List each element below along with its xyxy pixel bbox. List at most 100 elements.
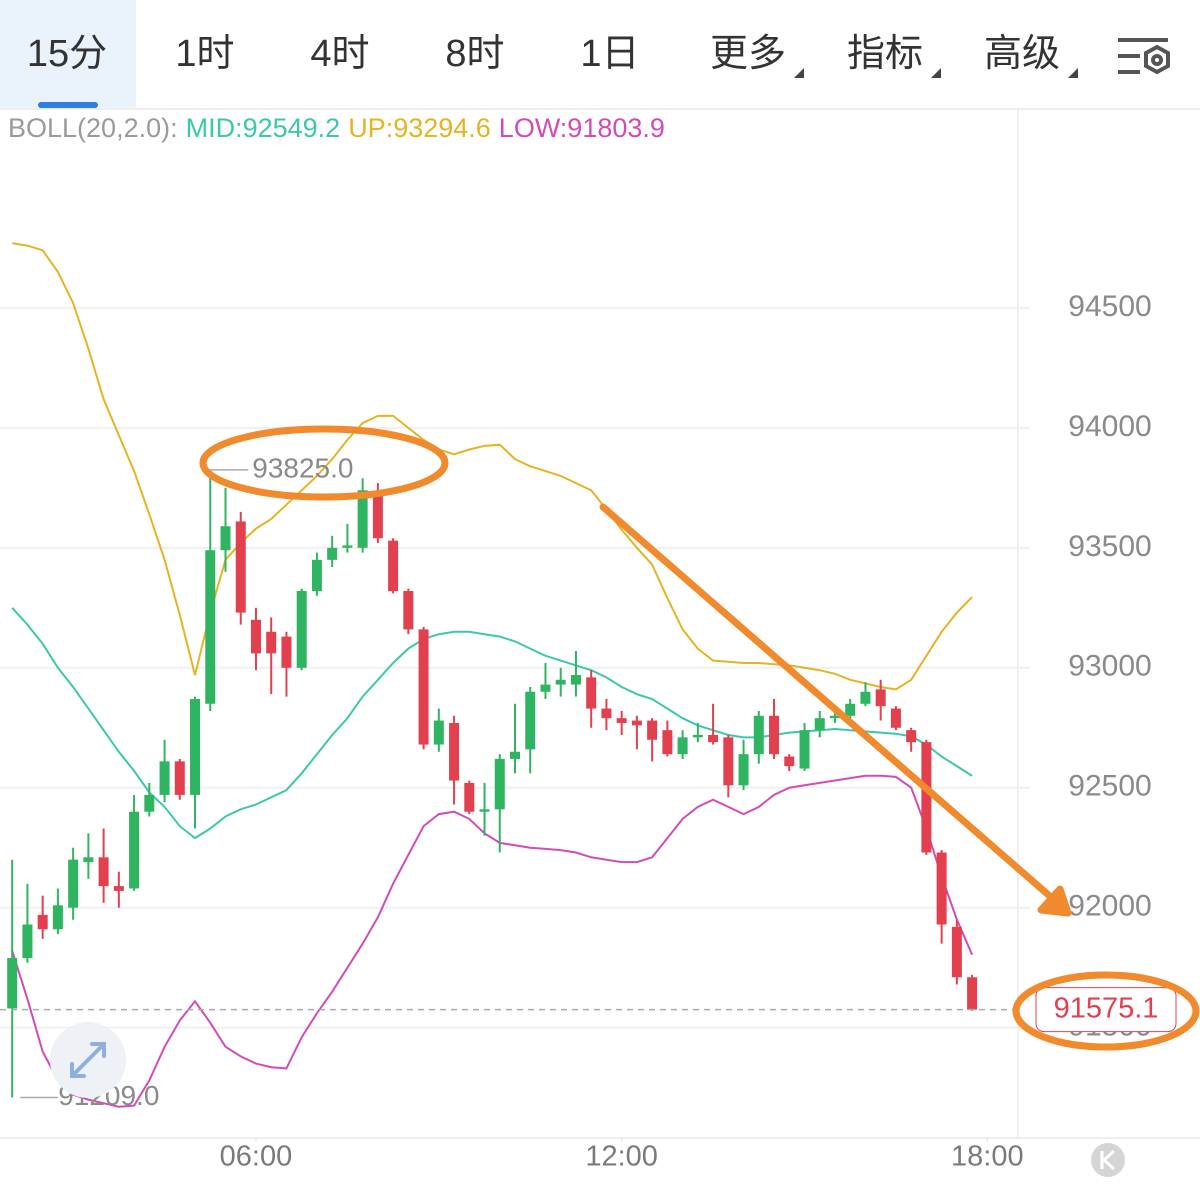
legend-entry: LOW:91803.9 xyxy=(499,113,665,143)
tab-indicator xyxy=(38,102,98,108)
candle-body xyxy=(906,730,917,743)
tab[interactable]: 4时 xyxy=(310,33,369,75)
tab-dropdown-mark xyxy=(1068,68,1078,78)
tab-bar: 15分 1时 4时 8时 1日 更多 指标 高级 xyxy=(27,33,1078,78)
candle-body xyxy=(601,708,612,719)
candle-body xyxy=(525,691,536,750)
tab[interactable]: 8时 xyxy=(445,33,504,75)
candle-body xyxy=(631,720,642,726)
candle-body xyxy=(723,737,734,786)
highlight-ellipse xyxy=(1012,971,1200,1051)
y-tick-label: 93500 xyxy=(1068,530,1151,563)
candle-body xyxy=(494,758,505,810)
candle-body xyxy=(616,718,627,723)
candle-body xyxy=(144,794,155,812)
candle-body xyxy=(875,689,886,707)
trend-arrow xyxy=(599,503,1056,902)
candle-body xyxy=(220,526,231,551)
candle-body xyxy=(52,905,63,930)
candle-body xyxy=(951,926,962,978)
boll-line xyxy=(12,242,973,691)
trend-arrow-head xyxy=(1037,885,1072,917)
candle-body xyxy=(967,977,978,1010)
y-tick-label: 92000 xyxy=(1068,890,1151,923)
candle-body xyxy=(113,886,124,891)
candle-body xyxy=(174,761,185,795)
tab[interactable]: 更多 xyxy=(710,33,786,75)
tab[interactable]: 15分 xyxy=(27,33,107,75)
candle-body xyxy=(784,756,795,767)
y-tick-label: 93000 xyxy=(1068,650,1151,683)
candle-body xyxy=(205,550,216,704)
y-tick-label: 92500 xyxy=(1068,770,1151,803)
candle-body xyxy=(677,737,688,755)
candle-body xyxy=(327,547,338,560)
tab-dropdown-mark xyxy=(794,68,804,78)
candle-body xyxy=(22,924,33,959)
candle-body xyxy=(921,742,932,853)
candle-body xyxy=(372,492,383,539)
boll-line xyxy=(11,774,974,1108)
tab[interactable]: 1时 xyxy=(175,33,234,75)
x-tick-label: 12:00 xyxy=(585,1141,658,1173)
candle-body xyxy=(37,914,48,930)
candle-body xyxy=(936,852,947,925)
plot-area: 9150092000925009300093500940009450006:00… xyxy=(0,110,1200,1173)
candle-body xyxy=(570,674,581,685)
expand-icon[interactable] xyxy=(50,1022,126,1098)
tab-dropdown-mark xyxy=(931,68,941,78)
candle-body xyxy=(662,730,673,755)
indicator-label: BOLL(20,2.0): xyxy=(8,113,178,143)
tab[interactable]: 高级 xyxy=(984,33,1060,75)
last-price-box xyxy=(1035,987,1177,1033)
annotations xyxy=(199,425,1200,1051)
candle-body xyxy=(845,703,856,716)
legend-entry: UP:93294.6 xyxy=(348,113,491,143)
candle-body xyxy=(98,857,109,887)
high-marker-label: 93825.0 xyxy=(252,452,353,483)
candle-body xyxy=(708,734,719,743)
tab[interactable]: 指标 xyxy=(847,33,923,75)
candle-body xyxy=(540,684,551,692)
candle-body xyxy=(418,629,429,745)
candle-body xyxy=(829,715,840,719)
candle-body xyxy=(159,761,170,795)
candle-body xyxy=(433,720,444,745)
candle-body xyxy=(769,715,780,755)
candle-body xyxy=(311,559,322,592)
tab[interactable]: 1日 xyxy=(580,33,639,75)
indicator-legend: BOLL(20,2.0): MID:92549.2 UP:93294.6 LOW:91… xyxy=(8,113,665,143)
candle-body xyxy=(479,809,490,812)
candle-body xyxy=(235,521,246,613)
candle-body xyxy=(342,545,353,548)
candle-body xyxy=(738,754,749,786)
candle-body xyxy=(555,679,566,685)
candle-body xyxy=(753,715,764,755)
boll-line xyxy=(11,607,973,840)
candle-body xyxy=(357,490,368,548)
candle-body xyxy=(266,631,277,654)
candle-body xyxy=(890,708,901,728)
candle-body xyxy=(586,677,597,709)
candle-body xyxy=(860,691,871,704)
candle-body xyxy=(250,619,261,654)
x-tick-label: 18:00 xyxy=(951,1141,1024,1173)
scroll-latest-button[interactable] xyxy=(1091,1143,1125,1177)
candle-body xyxy=(510,751,520,759)
y-tick-label: 94500 xyxy=(1068,290,1151,323)
candle-body xyxy=(83,857,94,863)
y-tick-label: 94000 xyxy=(1068,410,1151,443)
candle-body xyxy=(814,718,825,731)
candle-body xyxy=(647,720,658,740)
candle-body xyxy=(190,698,201,795)
x-tick-label: 06:00 xyxy=(220,1141,293,1173)
candle-body xyxy=(388,540,399,592)
legend-entry: MID:92549.2 xyxy=(186,113,341,143)
tab-selected-bg xyxy=(0,0,136,108)
settings-icon[interactable] xyxy=(1118,38,1170,75)
highlight-ellipse xyxy=(199,425,449,501)
candle-body xyxy=(68,859,79,908)
